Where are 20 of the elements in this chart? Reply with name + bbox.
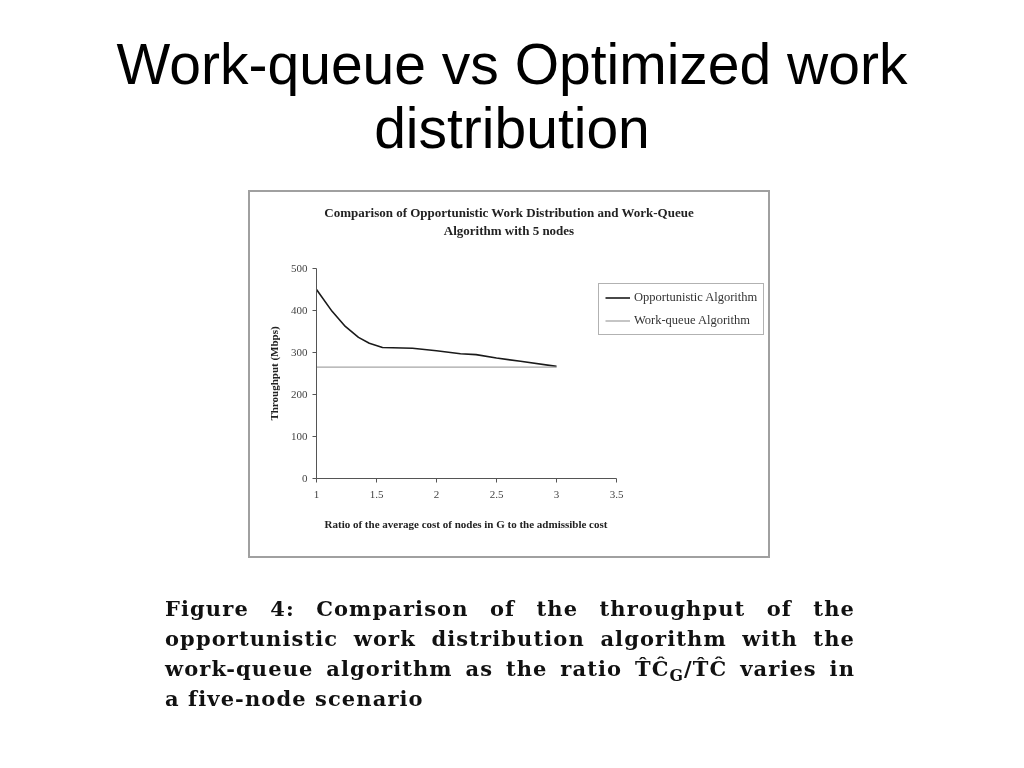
x-tick-label: 1.5 <box>369 487 384 500</box>
y-tick-label: 400 <box>291 304 308 316</box>
text: Figure 4: Comparison of the throughput of the opportunistic work distribution algorithm with the work-queue algorithm as the ratio T̂Ĉ$_{G}$/T̂Ĉ varies in a five-node scenario <box>165 596 856 711</box>
x-tick-label: 2 <box>433 487 440 500</box>
x-axis-title: Ratio of the average cost of nodes in G to the admissible cost <box>324 517 608 531</box>
legend-label: Work-queue Algorithm <box>634 313 750 328</box>
chart-title: Work-queue vs Optimized work distribution <box>115 32 909 160</box>
y-axis-title: Throughput (Mbps) <box>268 326 281 421</box>
line-series <box>316 288 558 368</box>
y-tick-label: 100 <box>291 430 308 442</box>
y-tick-label: 200 <box>291 388 308 400</box>
x-tick-label: 3.5 <box>609 487 624 500</box>
chart-subtitle: Comparison of Opportunistic Work Distribution and Work-Queue Algorithm with 5 nodes <box>323 204 695 240</box>
y-tick-label: 500 <box>291 262 308 274</box>
y-tick-label: 0 <box>302 472 308 484</box>
y-tick-label: 300 <box>291 346 308 358</box>
x-tick-label: 2.5 <box>489 487 504 500</box>
legend-label: Opportunistic Algorithm <box>634 290 758 305</box>
x-tick-label: 1 <box>313 487 320 500</box>
x-tick-label: 3 <box>553 487 560 500</box>
